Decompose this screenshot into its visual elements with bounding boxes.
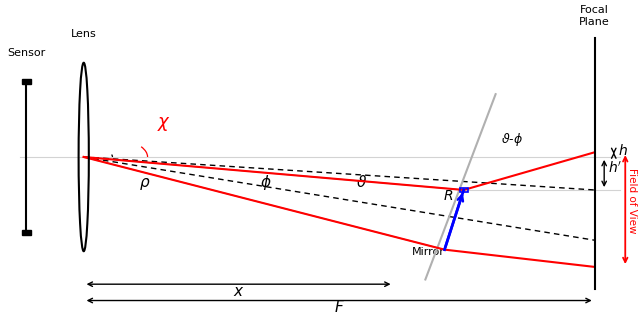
Bar [22,79,31,84]
Text: Mirror: Mirror [412,247,445,257]
Text: Focal
Plane: Focal Plane [579,5,610,27]
Text: Lens: Lens [71,29,97,39]
Text: $R$: $R$ [442,189,453,203]
Bar [22,230,31,235]
Text: Sensor: Sensor [7,48,45,58]
Text: $x$: $x$ [233,284,244,299]
Text: $h$: $h$ [618,143,627,158]
Text: $F$: $F$ [333,299,344,316]
Text: $\rho$: $\rho$ [139,176,150,192]
Text: $\vartheta$-$\phi$: $\vartheta$-$\phi$ [500,131,523,148]
Bar [460,188,467,192]
Text: $\phi$: $\phi$ [260,173,271,192]
Text: $h'$: $h'$ [608,161,623,177]
Text: $\chi$: $\chi$ [157,115,170,133]
Text: $\vartheta$: $\vartheta$ [356,174,367,190]
Text: Field of View: Field of View [627,168,637,234]
